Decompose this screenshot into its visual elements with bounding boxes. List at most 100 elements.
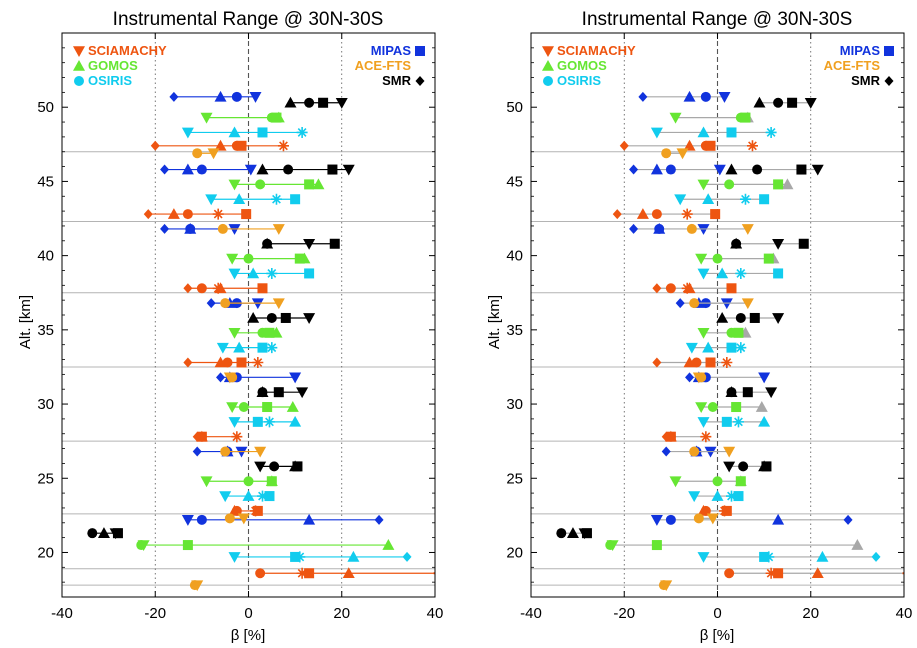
data-point [402, 551, 412, 562]
data-point [249, 92, 262, 103]
right-panel: Instrumental Range @ 30N-30S Alt. [km] β… [486, 9, 912, 644]
legend-marker [415, 46, 425, 56]
data-point [266, 267, 278, 279]
data-point [189, 580, 200, 591]
data-point [695, 402, 708, 414]
data-point [741, 298, 754, 310]
data-point [241, 209, 252, 220]
data-point [304, 97, 315, 108]
legend-marker [884, 76, 894, 86]
data-point [220, 298, 231, 309]
data-point [242, 490, 255, 501]
data-point [271, 112, 282, 123]
data-point [749, 312, 760, 323]
chart-title: Instrumental Range @ 30N-30S [113, 9, 384, 30]
legend-label: ACE-FTS [355, 58, 412, 73]
y-axis-label: Alt. [km] [17, 295, 34, 349]
data-point [654, 223, 665, 234]
legend-label: GOMOS [557, 58, 607, 73]
data-point [247, 311, 260, 323]
data-point [669, 112, 682, 124]
legend-label: SCIAMACHY [557, 43, 636, 58]
data-point [182, 209, 193, 220]
y-tick-label: 40 [506, 248, 523, 265]
data-point [723, 446, 736, 458]
data-point [705, 357, 716, 368]
data-point [685, 342, 698, 354]
data-point [280, 312, 291, 323]
data-point [304, 568, 315, 579]
data-point [228, 179, 241, 191]
data-point [181, 127, 194, 139]
y-tick-label: 25 [506, 470, 523, 487]
legend-label: ACE-FTS [824, 58, 881, 73]
data-point [718, 92, 731, 103]
data-point [758, 372, 771, 384]
data-point [629, 164, 639, 175]
data-point [243, 476, 254, 487]
data-point [676, 148, 689, 160]
data-point [843, 514, 853, 525]
data-point [669, 476, 682, 488]
data-point [691, 357, 702, 368]
data-point [236, 140, 247, 151]
data-point [716, 311, 729, 323]
data-point [255, 568, 266, 579]
data-point [661, 446, 671, 457]
data-point [236, 357, 247, 368]
data-point [382, 539, 395, 550]
data-point [224, 513, 235, 524]
data-point [183, 283, 193, 294]
data-point [160, 164, 170, 175]
legend-marker [73, 46, 85, 57]
data-point [693, 513, 704, 524]
data-point [254, 461, 267, 473]
y-tick-label: 45 [506, 173, 523, 190]
data-point [185, 223, 196, 234]
data-point [811, 567, 824, 579]
x-axis-label: β [%] [231, 627, 265, 644]
data-point [327, 164, 338, 175]
data-point [228, 328, 241, 339]
data-point [231, 431, 243, 443]
data-point [758, 415, 771, 427]
data-point [212, 282, 224, 294]
y-tick-label: 25 [37, 470, 54, 487]
data-point [683, 90, 696, 102]
data-point [160, 223, 170, 234]
data-point [723, 461, 736, 473]
data-point [697, 268, 710, 280]
data-point [804, 97, 817, 109]
data-point [192, 431, 202, 442]
data-point [257, 387, 268, 398]
data-point [217, 223, 228, 234]
x-tick-label: 40 [427, 605, 444, 622]
data-point [347, 550, 360, 562]
data-point [296, 567, 308, 579]
data-point [256, 490, 268, 502]
data-point [257, 283, 268, 294]
data-point [724, 179, 735, 190]
data-point [216, 372, 226, 383]
data-point [716, 267, 729, 279]
data-point [735, 342, 747, 354]
data-point [695, 253, 708, 265]
y-tick-label: 20 [37, 544, 54, 561]
data-point [200, 476, 213, 488]
data-point [652, 357, 662, 368]
data-point [726, 283, 737, 294]
data-point [731, 238, 742, 249]
data-point [732, 416, 744, 428]
y-tick-label: 20 [506, 544, 523, 561]
data-point [181, 163, 194, 175]
data-point [711, 490, 724, 501]
legend-label: MIPAS [371, 43, 412, 58]
data-point [665, 283, 676, 294]
data-point [681, 208, 693, 220]
data-point [231, 505, 242, 516]
data-point [256, 163, 269, 175]
legend-marker [543, 76, 553, 86]
data-point [697, 179, 710, 191]
data-point [733, 491, 744, 502]
data-point [661, 148, 672, 159]
